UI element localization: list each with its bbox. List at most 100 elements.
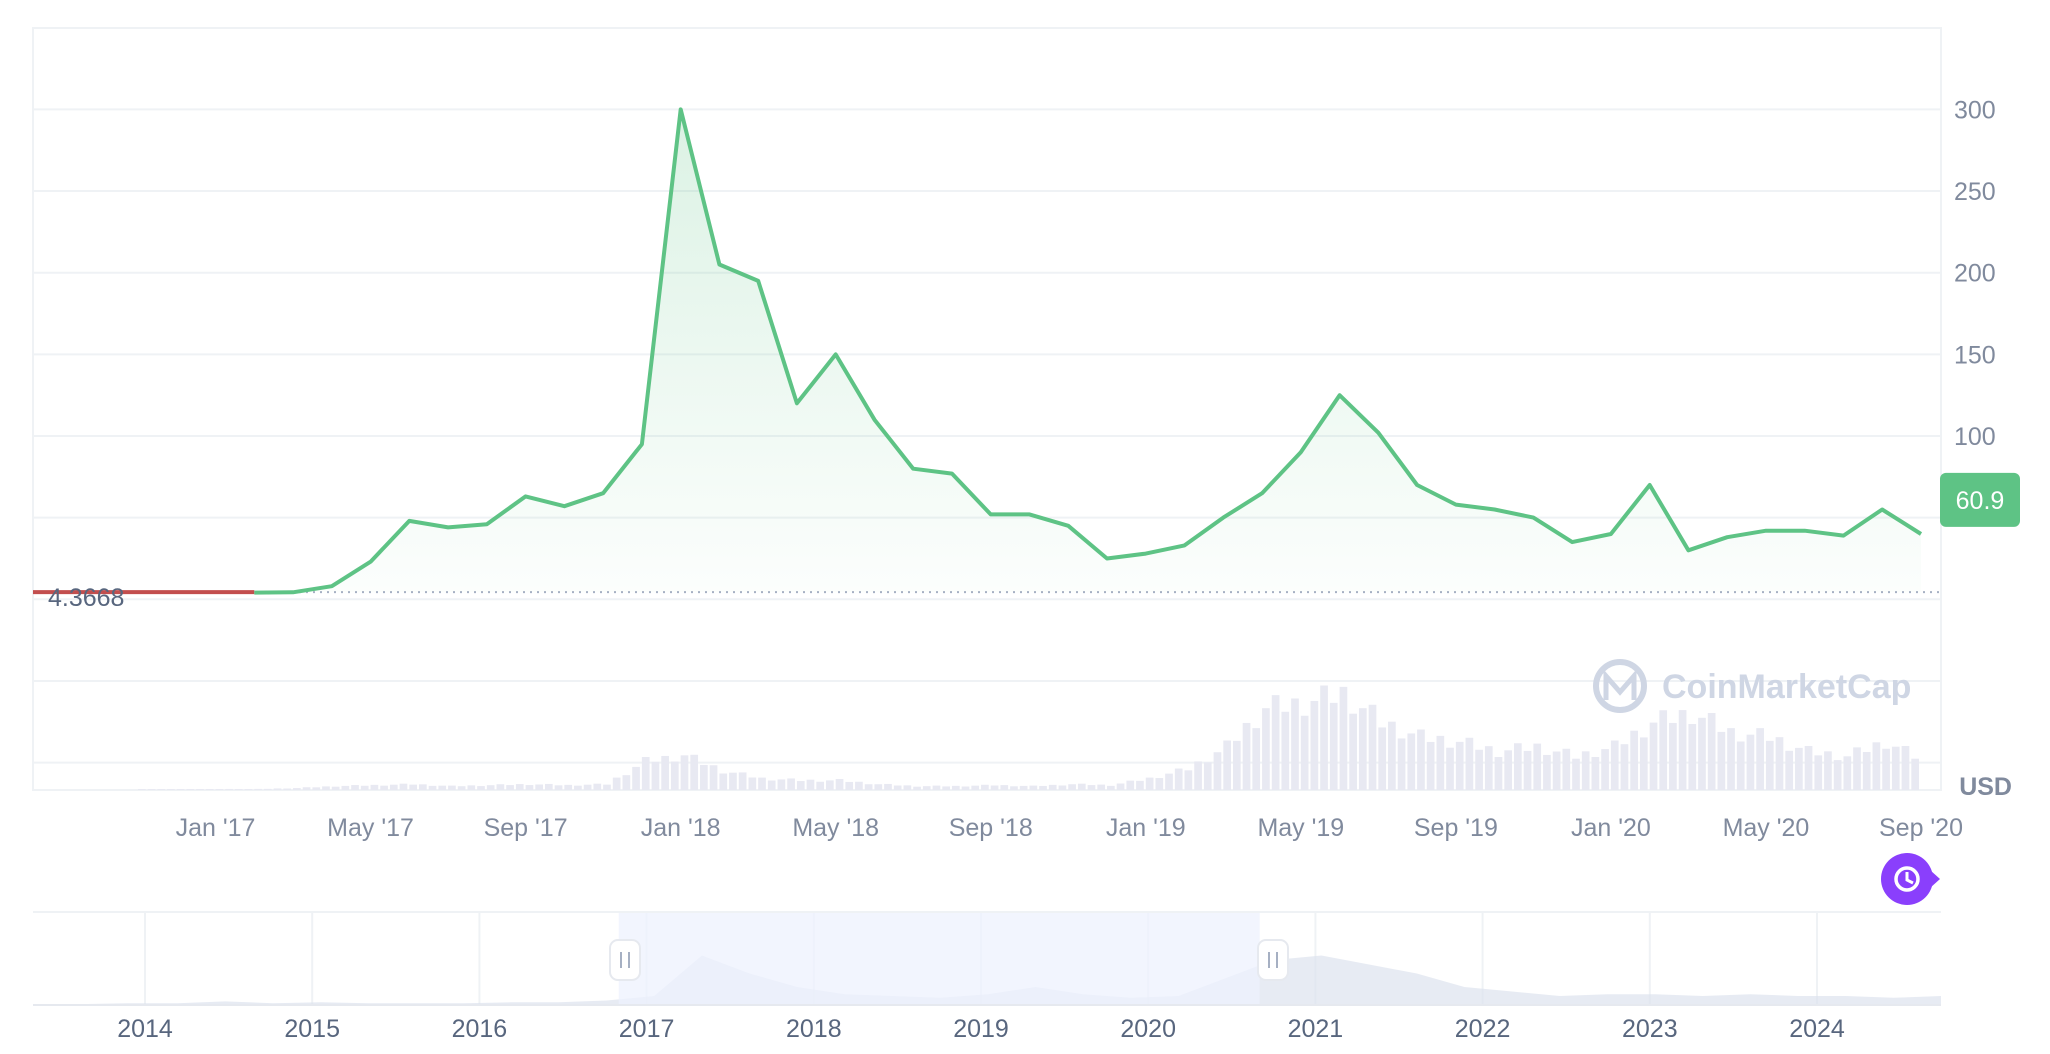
volume-bar — [438, 785, 447, 790]
volume-bar — [1533, 743, 1542, 790]
volume-bar — [1145, 777, 1154, 790]
volume-bar — [1058, 785, 1067, 790]
clock-arrow-icon — [1894, 866, 1920, 892]
volume-bar — [758, 777, 766, 790]
volume-bar — [777, 779, 786, 790]
volume-bar — [1000, 785, 1009, 790]
volume-bar — [1417, 729, 1425, 790]
navigator-year-label: 2019 — [953, 1015, 1009, 1043]
volume-bar — [845, 781, 854, 790]
volume-bar — [283, 788, 292, 790]
volume-bar — [293, 788, 301, 790]
x-tick-label: Sep '18 — [949, 814, 1033, 842]
volume-bar — [1678, 710, 1687, 790]
volume-bar — [1484, 746, 1493, 790]
volume-bar — [1029, 785, 1038, 790]
volume-bar — [1174, 768, 1183, 790]
volume-bar — [535, 784, 543, 790]
watermark-text: CoinMarketCap — [1662, 668, 1911, 706]
volume-bar — [1455, 741, 1464, 790]
volume-bar — [525, 785, 534, 790]
volume-bar — [1310, 700, 1319, 790]
x-tick-label: May '17 — [327, 814, 414, 842]
volume-bar — [244, 789, 253, 790]
volume-bar — [1165, 773, 1173, 790]
volume-bar — [1795, 747, 1803, 790]
navigator-year-label: 2014 — [117, 1015, 173, 1043]
volume-bar — [1804, 746, 1813, 790]
volume-bar — [186, 789, 195, 790]
navigator-selection[interactable] — [618, 913, 1260, 1005]
volume-bar — [1891, 746, 1900, 790]
volume-bar — [1252, 728, 1261, 790]
navigator-left-handle[interactable] — [609, 939, 641, 981]
volume-bar — [1669, 722, 1677, 790]
coinmarketcap-watermark: CoinMarketCap — [1593, 659, 1911, 713]
navigator-year-label: 2024 — [1789, 1015, 1845, 1043]
volume-bar — [506, 785, 514, 790]
volume-bar — [1291, 698, 1299, 790]
volume-bar — [331, 786, 340, 790]
volume-bar — [1552, 751, 1561, 790]
volume-bar — [1514, 743, 1522, 790]
navigator-year-label: 2021 — [1288, 1015, 1344, 1043]
volume-bar — [1077, 783, 1086, 790]
volume-bar — [1581, 751, 1590, 790]
volume-bar — [370, 784, 379, 790]
base-price-label: 4.3668 — [48, 584, 124, 612]
price-area-fill — [138, 109, 1921, 593]
volume-bar — [1698, 717, 1706, 790]
volume-bar — [1223, 740, 1231, 790]
coinmarketcap-logo-icon — [1593, 659, 1647, 713]
pause-grip-icon — [620, 952, 630, 968]
volume-bar — [1242, 722, 1251, 790]
volume-bar — [1116, 783, 1125, 790]
volume-bar — [477, 786, 485, 790]
volume-bar — [1155, 778, 1164, 790]
time-navigator[interactable]: 2014 2015 2016 2017 2018 2019 2020 2021 2022 2023… — [33, 911, 1941, 1043]
volume-bar — [1039, 785, 1047, 790]
volume-bar — [593, 783, 602, 790]
volume-bar — [360, 785, 369, 790]
y-tick-label: 250 — [1954, 178, 1996, 206]
y-axis-ticks: 100 150 200 250 300 — [1954, 96, 1996, 451]
volume-bar — [1203, 762, 1212, 790]
y-tick-label: 150 — [1954, 341, 1996, 369]
navigator-right-handle[interactable] — [1257, 939, 1289, 981]
volume-bar — [1339, 686, 1348, 790]
volume-bar — [1833, 760, 1842, 790]
x-tick-label: Jan '17 — [176, 814, 256, 842]
volume-bar — [1843, 756, 1852, 790]
volume-bar — [1639, 737, 1648, 790]
volume-bar — [1707, 713, 1716, 790]
volume-bar — [1601, 749, 1609, 790]
volume-bar — [254, 788, 262, 790]
volume-bar — [981, 784, 989, 790]
x-tick-label: Sep '20 — [1879, 814, 1963, 842]
volume-bar — [651, 761, 660, 790]
volume-bar — [419, 784, 427, 790]
volume-bar — [409, 784, 418, 790]
x-tick-label: May '18 — [792, 814, 879, 842]
volume-bar — [855, 781, 863, 790]
volume-bar — [205, 789, 214, 790]
volume-bar — [729, 772, 737, 790]
volume-bar — [1136, 780, 1144, 790]
volume-bar — [748, 777, 757, 790]
volume-bar — [351, 785, 359, 790]
volume-bar — [951, 785, 960, 790]
pause-grip-icon — [1268, 952, 1278, 968]
volume-bar — [738, 772, 747, 790]
volume-bar — [1746, 734, 1755, 790]
volume-bar — [1358, 708, 1367, 790]
volume-bar — [322, 786, 330, 790]
volume-bar — [990, 785, 999, 790]
volume-bar — [574, 785, 582, 790]
volume-bar — [399, 783, 408, 790]
volume-bar — [1901, 746, 1910, 790]
volume-bar — [1378, 727, 1387, 790]
chart-tools-button[interactable] — [1881, 853, 1940, 905]
price-series-line — [254, 107, 1923, 595]
volume-bar — [1349, 713, 1357, 790]
volume-bar — [1465, 737, 1474, 790]
